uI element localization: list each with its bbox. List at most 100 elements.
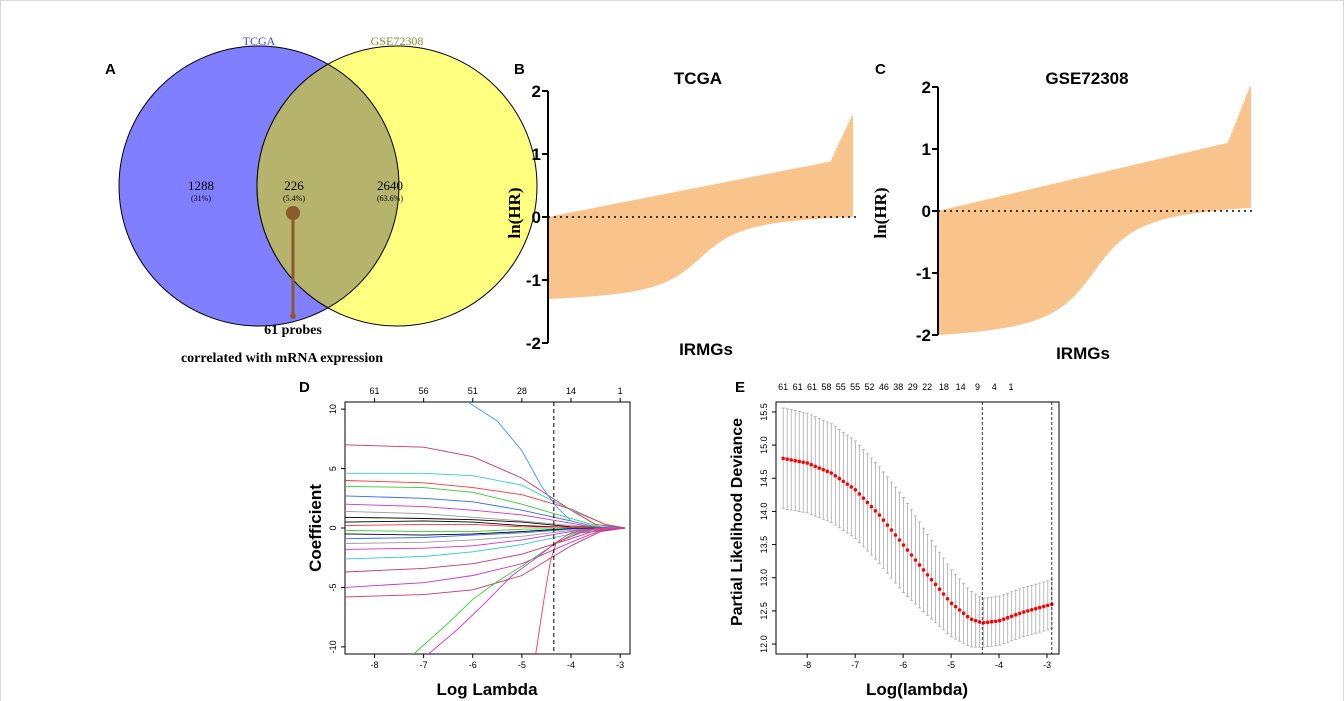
panel-c-y-ticks: 2 1 0 -1 -2 bbox=[916, 78, 938, 345]
deviance-point bbox=[953, 604, 958, 609]
deviance-point bbox=[969, 617, 974, 622]
panel-d-top-tick-label: 1 bbox=[618, 386, 623, 396]
panel-e-top-tick-label: 61 bbox=[807, 382, 817, 392]
deviance-point bbox=[957, 608, 962, 612]
coefficient-path bbox=[345, 516, 626, 529]
panel-e-y-label: Partial Likelihood Deviance bbox=[729, 418, 746, 626]
panel-c-hr-plot: C GSE72308 2 1 0 -1 -2 ln(HR) IRMGs bbox=[871, 61, 1256, 363]
panel-e-letter: E bbox=[735, 379, 745, 396]
deviance-point bbox=[993, 619, 998, 624]
panel-d-x-tick-label: -6 bbox=[469, 660, 477, 670]
deviance-point bbox=[1001, 617, 1006, 621]
panel-b-tick-label: -1 bbox=[526, 271, 541, 290]
panel-d-y-tick-label: -10 bbox=[328, 640, 338, 653]
panel-d-x-tick-label: -8 bbox=[370, 660, 378, 670]
venn-gse-label: GSE72308 bbox=[371, 34, 424, 48]
probe-marker-foot bbox=[290, 313, 296, 319]
panel-b-hr-bars bbox=[547, 116, 853, 299]
panel-e-error-bars bbox=[781, 407, 1054, 648]
venn-overlap-count: 226 bbox=[284, 178, 304, 193]
panel-e-plot-box bbox=[775, 401, 1060, 655]
deviance-point bbox=[789, 458, 794, 462]
deviance-point bbox=[785, 457, 790, 461]
panel-d-lasso-paths: D -8 -7 -6 -5 -4 -3 10 5 0 -5 bbox=[299, 379, 631, 699]
coefficient-path bbox=[345, 527, 626, 573]
deviance-point bbox=[997, 618, 1002, 623]
panel-e-y-tick-label: 15.0 bbox=[759, 436, 769, 454]
deviance-point bbox=[825, 469, 830, 474]
panel-d-coefficient-paths bbox=[345, 402, 626, 654]
panel-a-venn: A TCGA GSE72308 1288 (31%) 226 (5.4%) 26… bbox=[105, 34, 538, 366]
deviance-point bbox=[929, 577, 934, 582]
deviance-point bbox=[945, 596, 950, 601]
deviance-point bbox=[981, 620, 986, 625]
panel-d-top-tick-label: 28 bbox=[517, 386, 527, 396]
coefficient-path bbox=[345, 527, 626, 550]
coefficient-path bbox=[428, 527, 626, 654]
panel-e-y-ticks: 12.0 12.5 13.0 13.5 14.0 14.5 15.0 15.5 bbox=[759, 403, 776, 653]
deviance-point bbox=[1021, 610, 1026, 614]
venn-tcga-label: TCGA bbox=[243, 34, 276, 48]
deviance-point bbox=[809, 462, 814, 467]
deviance-point bbox=[865, 500, 870, 505]
deviance-point bbox=[1017, 611, 1022, 616]
deviance-point bbox=[1029, 608, 1034, 612]
probe-marker-head bbox=[286, 206, 300, 220]
panel-b-tick-label: 0 bbox=[532, 208, 541, 227]
deviance-point bbox=[901, 543, 906, 547]
panel-e-x-tick-label: -7 bbox=[851, 660, 859, 670]
panel-d-y-tick-label: 5 bbox=[328, 466, 338, 471]
deviance-point bbox=[985, 620, 990, 624]
panel-b-x-label: IRMGs bbox=[679, 340, 733, 359]
deviance-point bbox=[873, 509, 878, 513]
panel-e-x-ticks: -8 -7 -6 -5 -4 -3 bbox=[803, 654, 1051, 670]
venn-tcga-only-count: 1288 bbox=[188, 178, 214, 193]
coefficient-path bbox=[345, 503, 626, 529]
panel-a-letter: A bbox=[105, 61, 116, 78]
panel-e-top-tick-label: 55 bbox=[836, 382, 846, 392]
panel-e-y-tick-label: 12.5 bbox=[759, 602, 769, 620]
panel-d-y-label: Coefficient bbox=[306, 484, 325, 572]
panel-b-title: TCGA bbox=[674, 69, 722, 88]
panel-b-tick-label: 1 bbox=[532, 145, 541, 164]
panel-d-y-tick-label: -5 bbox=[328, 583, 338, 591]
coefficient-path bbox=[345, 527, 626, 598]
deviance-point bbox=[897, 538, 902, 542]
deviance-point bbox=[833, 474, 838, 478]
venn-overlap-pct: (5.4%) bbox=[283, 194, 305, 203]
panel-e-x-tick-label: -6 bbox=[899, 660, 907, 670]
deviance-point bbox=[853, 487, 858, 492]
coefficient-path bbox=[345, 527, 626, 536]
panel-e-top-tick-label: 1 bbox=[1009, 382, 1014, 392]
panel-d-x-tick-label: -4 bbox=[567, 660, 575, 670]
panel-e-top-ticks: 61 61 61 58 55 55 52 46 38 29 22 18 14 9… bbox=[778, 382, 1013, 392]
panel-b-y-label: ln(HR) bbox=[505, 188, 524, 239]
deviance-point bbox=[841, 479, 846, 484]
panel-e-top-tick-label: 9 bbox=[975, 382, 980, 392]
deviance-point bbox=[965, 614, 970, 619]
panel-d-y-tick-label: 0 bbox=[328, 525, 338, 530]
deviance-point bbox=[885, 523, 890, 527]
panel-e-x-tick-label: -4 bbox=[995, 660, 1003, 670]
deviance-point bbox=[857, 492, 862, 496]
deviance-point bbox=[889, 528, 894, 532]
panel-e-y-tick-label: 13.5 bbox=[759, 536, 769, 554]
panel-e-top-tick-label: 38 bbox=[893, 382, 903, 392]
panel-e-top-tick-label: 61 bbox=[793, 382, 803, 392]
panel-e-y-tick-label: 12.0 bbox=[759, 635, 769, 653]
panel-c-tick-label: -1 bbox=[916, 264, 931, 283]
panel-d-x-label: Log Lambda bbox=[436, 680, 538, 699]
deviance-point bbox=[933, 582, 938, 587]
panel-c-letter: C bbox=[875, 61, 886, 78]
deviance-point bbox=[913, 558, 918, 562]
deviance-point bbox=[845, 482, 850, 486]
panel-e-x-tick-label: -5 bbox=[947, 660, 955, 670]
panel-d-letter: D bbox=[299, 379, 310, 396]
deviance-point bbox=[813, 464, 818, 469]
coefficient-path bbox=[345, 527, 626, 540]
panel-e-top-tick-label: 55 bbox=[850, 382, 860, 392]
deviance-point bbox=[821, 467, 826, 472]
deviance-point bbox=[817, 466, 822, 470]
deviance-point bbox=[797, 459, 802, 464]
